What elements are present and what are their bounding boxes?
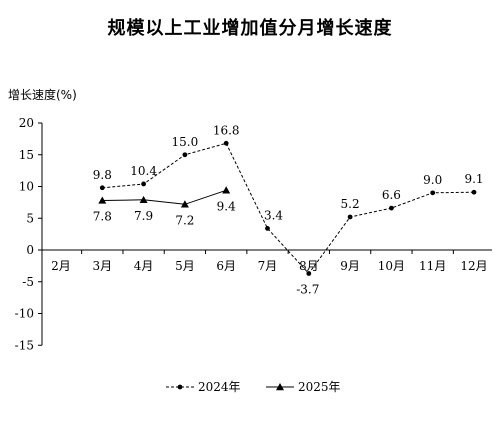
y-tick-label: 0 xyxy=(26,243,34,257)
y-tick-label: -10 xyxy=(15,307,34,321)
chart-title: 规模以上工业增加值分月增长速度 xyxy=(107,18,393,39)
y-tick-label: -15 xyxy=(15,338,34,352)
x-tick-label: 9月 xyxy=(340,259,360,273)
y-axis-label: 增长速度(%) xyxy=(8,88,77,102)
data-point xyxy=(182,152,188,158)
data-label: 10.4 xyxy=(130,164,157,178)
data-point xyxy=(389,205,394,211)
data-label: 16.8 xyxy=(213,123,240,137)
data-point xyxy=(471,189,477,195)
series-line-0 xyxy=(102,142,475,275)
axes: 20 15 10 5 0 -5 -10 -15 2月 3月 4月 5月 6月 7月 8月 9月 10月 11月 12… xyxy=(15,116,492,352)
data-label: 5.2 xyxy=(341,197,360,211)
data-point xyxy=(347,214,353,220)
legend-label-2025: 2025年 xyxy=(298,380,341,394)
data-point xyxy=(306,271,312,276)
data-point xyxy=(265,226,270,231)
x-tick-label: 10月 xyxy=(378,259,405,273)
data-point xyxy=(99,185,105,191)
data-label: 9.4 xyxy=(217,199,236,213)
legend-marker-2025 xyxy=(276,383,284,391)
data-label: 3.4 xyxy=(264,208,283,222)
x-tick-label: 8月 xyxy=(299,259,319,273)
y-tick-label: 15 xyxy=(19,148,34,162)
data-point xyxy=(223,140,229,146)
series-line-1 xyxy=(102,189,227,205)
data-point xyxy=(141,181,147,187)
data-label: 7.2 xyxy=(175,213,194,227)
series-layer xyxy=(98,140,477,276)
y-tick-label: -5 xyxy=(22,275,34,289)
y-tick-label: 10 xyxy=(19,180,34,194)
data-label: 9.0 xyxy=(423,173,442,187)
x-tick-label: 2月 xyxy=(51,259,71,273)
data-label: 7.9 xyxy=(134,209,153,223)
data-label: 6.6 xyxy=(382,188,401,202)
data-point xyxy=(222,186,231,194)
x-tick-label: 12月 xyxy=(460,259,487,273)
data-label: 9.8 xyxy=(93,168,112,182)
y-tick-label: 20 xyxy=(19,116,34,130)
x-tick-label: 4月 xyxy=(134,259,154,273)
x-tick-label: 3月 xyxy=(92,259,112,273)
data-point xyxy=(98,196,107,204)
x-tick-label: 6月 xyxy=(216,259,236,273)
data-label: 15.0 xyxy=(172,135,199,149)
legend-label-2024: 2024年 xyxy=(198,380,241,394)
x-tick-label: 11月 xyxy=(419,259,446,273)
x-tick-label: 5月 xyxy=(175,259,195,273)
data-point xyxy=(139,195,148,204)
legend: 2024年 2025年 xyxy=(166,380,341,394)
data-labels: 9.8 10.4 15.0 16.8 3.4 -3.7 5.2 6.6 9.0 9.1 7.8 7.9… xyxy=(93,123,484,296)
data-label: 7.8 xyxy=(93,209,112,223)
data-point xyxy=(430,190,436,196)
y-tick-label: 5 xyxy=(26,211,34,225)
data-label: 9.1 xyxy=(464,172,483,186)
data-label: -3.7 xyxy=(296,282,319,296)
data-point xyxy=(180,200,189,208)
x-tick-label: 7月 xyxy=(258,259,278,273)
legend-marker-2024 xyxy=(177,384,183,390)
